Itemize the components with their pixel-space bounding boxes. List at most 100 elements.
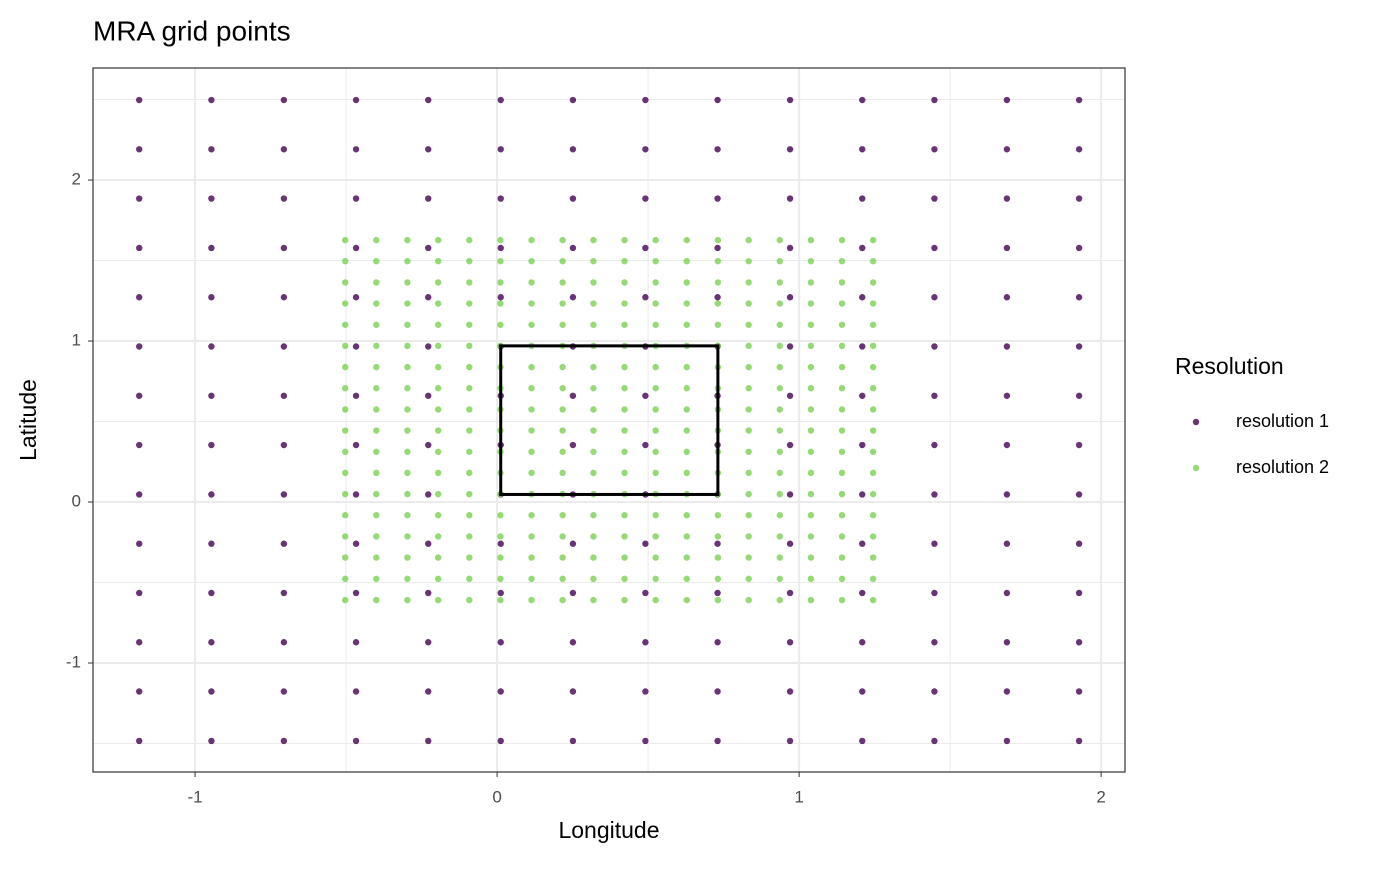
point [590, 448, 597, 455]
point [745, 236, 752, 244]
point [341, 596, 349, 604]
point [590, 427, 597, 434]
point [435, 448, 442, 455]
point [745, 554, 752, 561]
point [838, 279, 846, 286]
point [683, 363, 690, 371]
legend-title: Resolution [1175, 353, 1284, 379]
point [776, 342, 783, 350]
point [373, 448, 380, 455]
point [652, 469, 659, 477]
point [1075, 146, 1083, 153]
point [466, 321, 473, 328]
point [745, 448, 752, 455]
point [280, 491, 288, 498]
point [807, 469, 815, 477]
point [859, 195, 866, 202]
point [497, 294, 504, 301]
point [652, 385, 659, 392]
point [642, 540, 649, 547]
point [136, 639, 143, 646]
point [621, 406, 628, 413]
point [807, 257, 815, 265]
point [341, 427, 349, 434]
point [859, 343, 866, 350]
point [786, 491, 794, 498]
point [859, 639, 866, 646]
point [714, 533, 722, 540]
point [807, 554, 815, 561]
point [838, 363, 846, 371]
point [559, 363, 566, 371]
point [466, 448, 473, 455]
point [341, 385, 349, 392]
point [280, 392, 288, 399]
x-tick-label: 1 [794, 787, 803, 806]
point [136, 737, 143, 745]
point [404, 554, 411, 561]
point [435, 575, 442, 583]
point [352, 146, 360, 153]
point [404, 385, 411, 392]
point [208, 441, 215, 449]
point [1003, 540, 1011, 547]
point [280, 540, 288, 547]
point [714, 257, 722, 265]
point [497, 244, 504, 252]
point [745, 342, 752, 350]
point [208, 244, 215, 252]
point [590, 469, 597, 477]
point [404, 448, 411, 455]
point [466, 554, 473, 561]
point [208, 491, 215, 498]
point [838, 257, 846, 265]
point [341, 448, 349, 455]
point [373, 342, 380, 350]
point [776, 300, 783, 307]
point [621, 575, 628, 583]
point [590, 257, 597, 265]
point [869, 300, 877, 307]
point [559, 512, 566, 519]
point [136, 392, 143, 399]
point [807, 490, 815, 498]
point [435, 363, 442, 371]
point [497, 236, 504, 244]
point [528, 596, 535, 604]
point [569, 294, 577, 301]
point [869, 385, 877, 392]
point [466, 533, 473, 540]
point [683, 575, 690, 583]
point [683, 554, 690, 561]
point [869, 512, 877, 519]
point [373, 575, 380, 583]
point [569, 441, 577, 449]
point [714, 639, 721, 646]
point [652, 512, 659, 519]
x-axis-title: Longitude [558, 817, 659, 843]
point [590, 279, 597, 286]
point [776, 490, 783, 498]
point [404, 342, 411, 350]
point [859, 441, 866, 449]
point [1075, 491, 1083, 498]
point [931, 195, 938, 202]
point [652, 257, 659, 265]
point [931, 244, 938, 252]
y-tick-label: 0 [72, 492, 81, 511]
legend-label: resolution 2 [1236, 457, 1329, 477]
point [1003, 441, 1011, 449]
point [280, 737, 288, 745]
point [838, 596, 846, 604]
point [931, 737, 938, 745]
point [559, 533, 566, 540]
point [341, 469, 349, 477]
point [621, 469, 628, 477]
point [497, 737, 504, 745]
point [869, 427, 877, 434]
point [569, 146, 577, 153]
point [528, 469, 535, 477]
point [745, 490, 752, 498]
point [859, 688, 866, 695]
point [714, 575, 722, 583]
